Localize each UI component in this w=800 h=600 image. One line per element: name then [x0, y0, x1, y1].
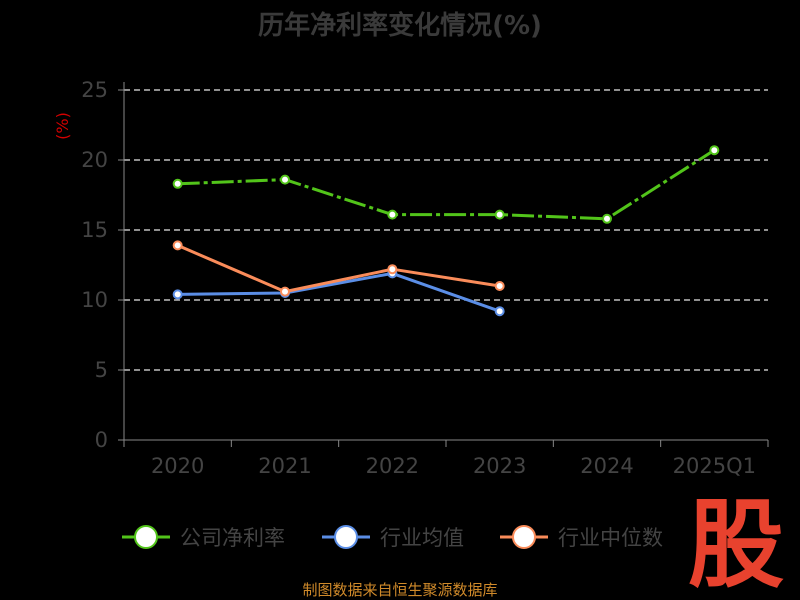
x-tick-label: 2020 [151, 454, 204, 478]
data-point [172, 178, 183, 189]
legend-label: 行业均值 [380, 526, 464, 550]
y-tick-label: 25 [81, 78, 108, 102]
legend-marker [134, 525, 158, 549]
data-point [602, 213, 612, 224]
legend: 公司净利率 行业均值 行业中位数 [122, 525, 663, 550]
data-point [280, 286, 290, 297]
y-tick-label: 10 [81, 288, 108, 312]
series-line [177, 271, 501, 313]
source-note: 制图数据来自恒生聚源数据库 [302, 581, 497, 599]
x-tick-label: 2023 [473, 454, 526, 478]
series-group [172, 145, 720, 317]
data-point [280, 174, 290, 185]
legend-item: 公司净利率 [122, 525, 285, 550]
y-tick-label: 20 [81, 148, 108, 172]
series-3 [172, 240, 505, 297]
chart-title: 历年净利率变化情况(%) [258, 10, 542, 41]
data-point [494, 209, 505, 220]
data-point [494, 281, 505, 291]
legend-label: 公司净利率 [180, 526, 285, 550]
legend-item: 行业中位数 [500, 525, 663, 550]
x-tick-label: 2022 [366, 454, 419, 478]
series-line [177, 244, 500, 294]
series-1 [172, 145, 720, 224]
x-tick-label: 2025Q1 [673, 454, 756, 478]
legend-marker [334, 525, 358, 549]
axes [118, 82, 769, 447]
x-tick-label: 2024 [580, 454, 633, 478]
legend-label: 行业中位数 [558, 526, 663, 550]
y-tick-label: 15 [81, 218, 108, 242]
y-tick-label: 0 [95, 428, 108, 452]
data-point [172, 289, 183, 300]
data-point [387, 264, 398, 275]
y-tick-labels: 0 5 10 15 20 25 [81, 78, 108, 452]
x-tick-label: 2021 [258, 454, 311, 478]
data-point [387, 209, 398, 220]
series-2 [172, 268, 505, 317]
y-axis-label: (%) [53, 112, 72, 140]
data-point [172, 240, 183, 251]
legend-marker [512, 525, 536, 549]
data-point [709, 145, 720, 156]
data-point [494, 306, 505, 317]
legend-item: 行业均值 [322, 525, 464, 550]
series-line [177, 148, 716, 221]
x-tick-labels: 2020 2021 2022 2023 2024 2025Q1 [151, 454, 756, 478]
y-tick-label: 5 [95, 358, 108, 382]
grid-lines [124, 89, 768, 371]
brand-logo: 股 [688, 489, 784, 600]
